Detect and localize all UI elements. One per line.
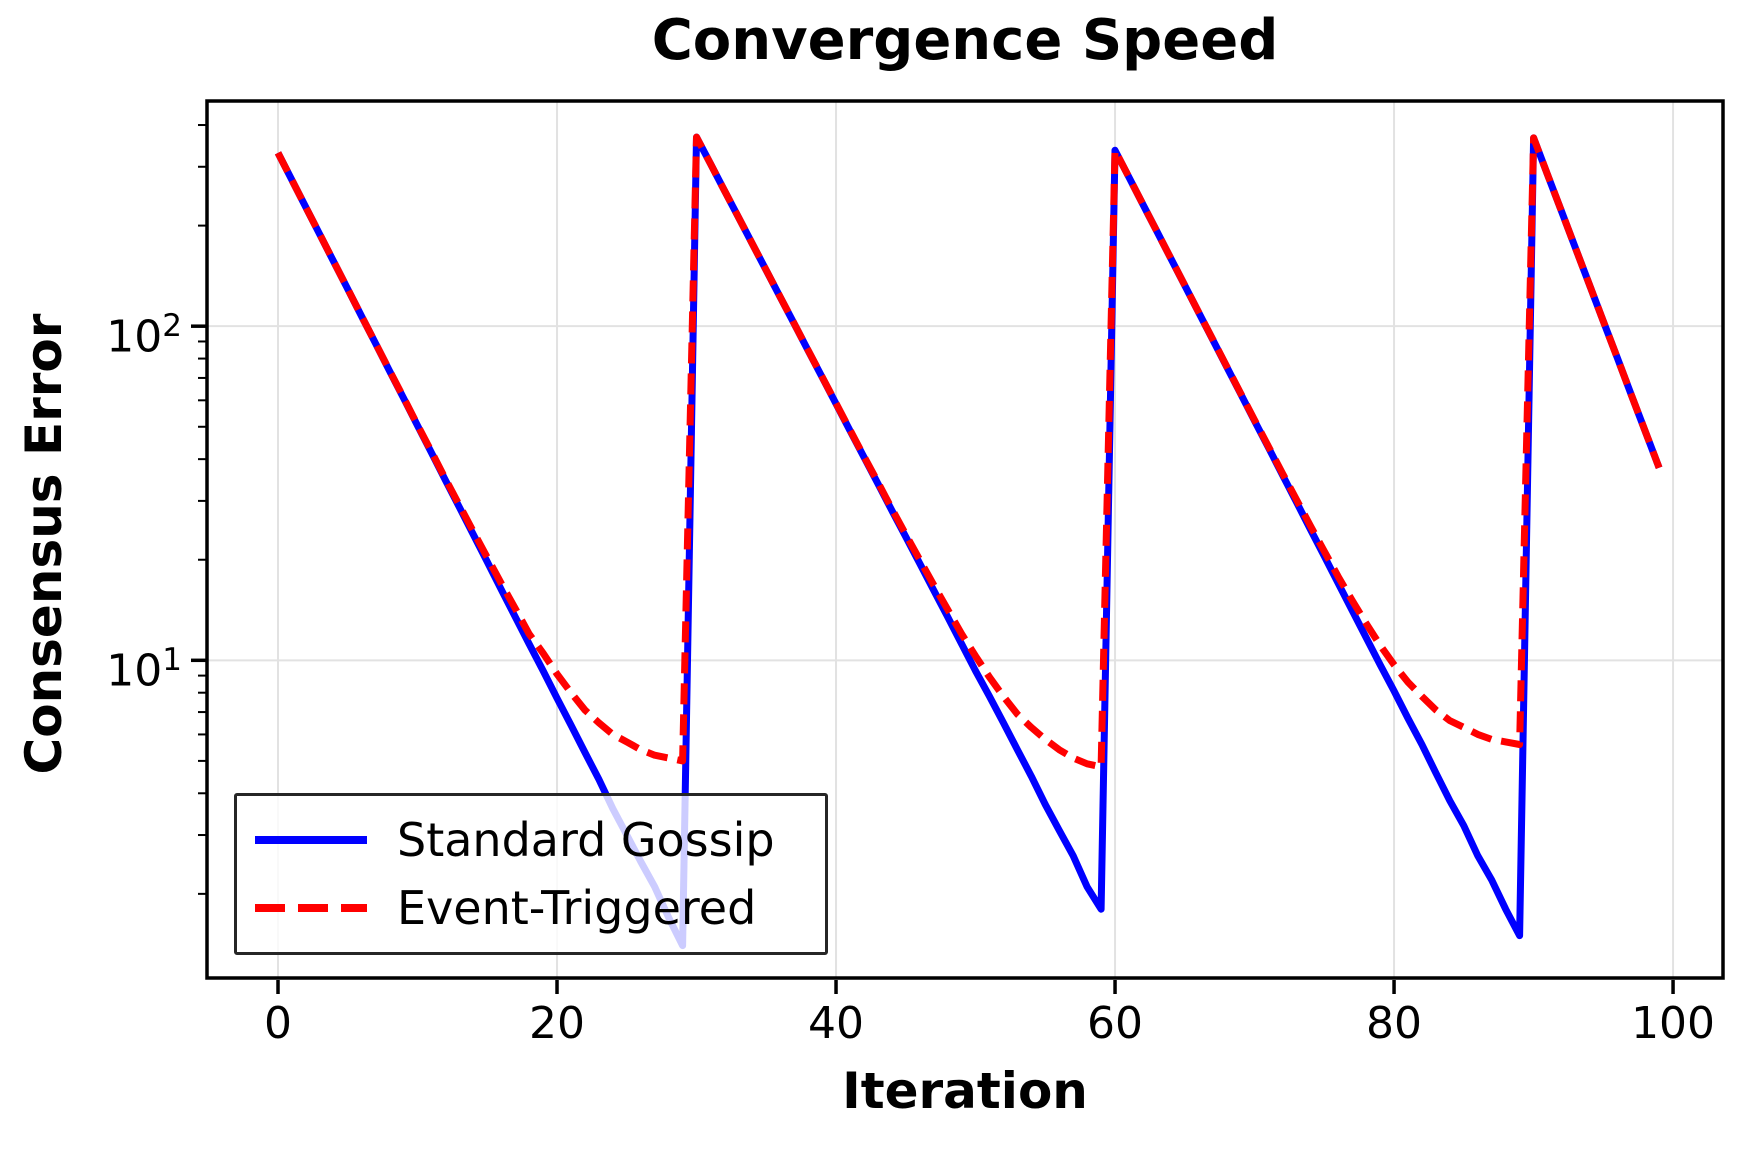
plot-spines (205, 99, 1725, 980)
dashed-line-swatch (255, 903, 367, 912)
x-tick-label: 60 (1087, 998, 1143, 1049)
legend-label: Event-Triggered (397, 880, 757, 935)
chart-title: Convergence Speed (651, 8, 1279, 73)
y-tick-label: 102 (106, 308, 182, 363)
x-tick-label: 100 (1631, 998, 1715, 1049)
legend-item: Standard Gossip (255, 813, 825, 867)
series-line-standard-gossip (274, 133, 1663, 950)
legend-item: Event-Triggered (255, 881, 825, 935)
y-tick-label: 101 (106, 642, 182, 697)
y-axis-label: Consensus Error (15, 313, 73, 775)
x-tick-label: 80 (1366, 998, 1422, 1049)
x-tick-label: 40 (808, 998, 864, 1049)
series-line-event-triggered (274, 133, 1663, 771)
solid-line-swatch (255, 836, 367, 845)
legend-label: Standard Gossip (397, 813, 775, 868)
x-tick-label: 20 (529, 998, 585, 1049)
legend: Standard Gossip Event-Triggered (234, 793, 828, 955)
x-axis-label: Iteration (842, 1062, 1088, 1120)
x-tick-label: 0 (264, 998, 292, 1049)
